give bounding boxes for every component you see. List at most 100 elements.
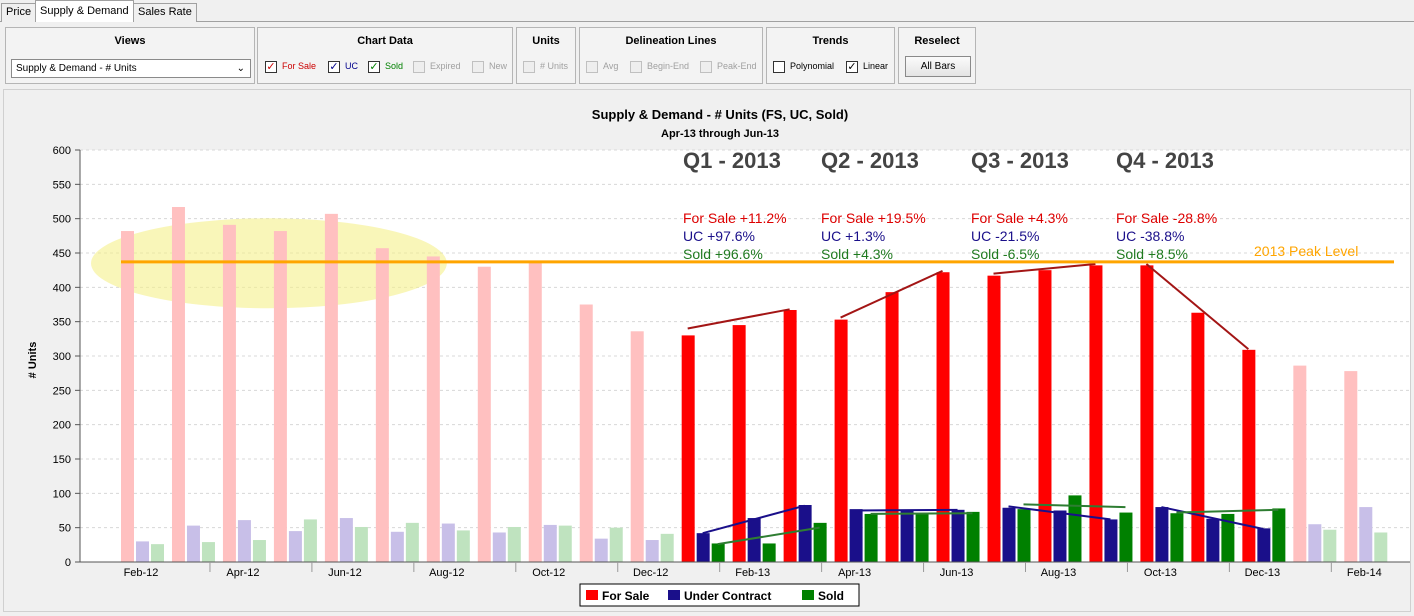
bar-under-contract[interactable] bbox=[441, 523, 455, 562]
bar-sold[interactable] bbox=[151, 544, 164, 562]
tab-sales-rate[interactable]: Sales Rate bbox=[133, 3, 197, 22]
bar-sold[interactable] bbox=[813, 522, 827, 562]
bar-under-contract[interactable] bbox=[543, 524, 557, 562]
bar-for-sale[interactable] bbox=[1344, 371, 1358, 562]
bar-under-contract[interactable] bbox=[645, 540, 659, 562]
bar-under-contract[interactable] bbox=[747, 518, 761, 562]
bar-for-sale[interactable] bbox=[936, 272, 950, 562]
bar-sold[interactable] bbox=[1119, 512, 1133, 562]
bar-for-sale[interactable] bbox=[477, 266, 491, 562]
bar-for-sale[interactable] bbox=[1038, 270, 1052, 562]
bar-under-contract[interactable] bbox=[186, 525, 200, 562]
bar-under-contract[interactable] bbox=[1257, 528, 1271, 562]
quarter-title: Q1 - 2013 bbox=[683, 148, 781, 173]
bar-sold[interactable] bbox=[1374, 532, 1388, 562]
checkbox-label: Expired bbox=[430, 61, 461, 71]
bar-sold[interactable] bbox=[762, 543, 776, 562]
bar-under-contract[interactable] bbox=[339, 518, 353, 562]
quarter-sold-change: Sold +8.5% bbox=[1116, 246, 1188, 262]
bar-for-sale[interactable] bbox=[630, 331, 644, 562]
bar-under-contract[interactable] bbox=[1155, 507, 1169, 562]
bar-for-sale[interactable] bbox=[834, 319, 848, 562]
trend-line bbox=[1176, 508, 1279, 514]
quarter-uc-change: UC -21.5% bbox=[971, 228, 1039, 244]
bar-under-contract[interactable] bbox=[136, 541, 149, 562]
chart-subtitle: Apr-13 through Jun-13 bbox=[661, 128, 779, 140]
checkbox-checked-icon[interactable]: ✓ bbox=[328, 60, 340, 73]
bar-for-sale[interactable] bbox=[375, 248, 389, 562]
bar-sold[interactable] bbox=[1068, 495, 1082, 562]
bar-under-contract[interactable] bbox=[237, 520, 251, 562]
checkbox-checked-icon[interactable]: ✓ bbox=[846, 60, 858, 73]
bar-sold[interactable] bbox=[1272, 508, 1286, 562]
bar-under-contract[interactable] bbox=[1104, 519, 1118, 562]
y-tick-label: 450 bbox=[53, 248, 71, 260]
bar-sold[interactable] bbox=[303, 519, 317, 562]
bar-for-sale[interactable] bbox=[1140, 265, 1154, 562]
bar-for-sale[interactable] bbox=[222, 224, 236, 562]
bar-under-contract[interactable] bbox=[390, 531, 404, 562]
checkbox-for-sale[interactable]: ✓ For Sale bbox=[265, 59, 316, 73]
checkbox-sold[interactable]: ✓ Sold bbox=[368, 59, 403, 73]
bar-sold[interactable] bbox=[354, 526, 368, 562]
bar-for-sale[interactable] bbox=[681, 335, 695, 562]
bar-under-contract[interactable] bbox=[798, 505, 812, 562]
all-bars-button[interactable]: All Bars bbox=[905, 56, 971, 77]
bar-for-sale[interactable] bbox=[1089, 265, 1103, 562]
checkbox-checked-icon[interactable]: ✓ bbox=[368, 60, 380, 73]
bar-sold[interactable] bbox=[711, 543, 725, 562]
x-tick-label: Oct-13 bbox=[1144, 567, 1177, 579]
bar-for-sale[interactable] bbox=[1191, 312, 1205, 562]
bar-under-contract[interactable] bbox=[492, 532, 506, 562]
bar-sold[interactable] bbox=[915, 513, 929, 562]
bar-sold[interactable] bbox=[1323, 529, 1337, 562]
bar-sold[interactable] bbox=[252, 540, 266, 562]
bar-sold[interactable] bbox=[558, 525, 572, 562]
bar-under-contract[interactable] bbox=[1206, 518, 1220, 562]
bar-for-sale[interactable] bbox=[528, 261, 542, 562]
checkbox-uc[interactable]: ✓ UC bbox=[328, 59, 358, 73]
bar-sold[interactable] bbox=[609, 527, 623, 562]
bar-under-contract[interactable] bbox=[594, 538, 608, 562]
bar-for-sale[interactable] bbox=[732, 325, 746, 562]
bar-sold[interactable] bbox=[1170, 513, 1184, 562]
checkbox-label: Linear bbox=[863, 61, 889, 71]
views-select[interactable]: Supply & Demand - # Units ⌄ bbox=[11, 59, 251, 78]
bar-for-sale[interactable] bbox=[885, 292, 899, 562]
checkbox-linear[interactable]: ✓ Linear bbox=[846, 59, 888, 73]
bar-under-contract[interactable] bbox=[951, 509, 965, 562]
checkbox-unchecked-icon[interactable] bbox=[773, 60, 785, 73]
bar-for-sale[interactable] bbox=[324, 213, 338, 563]
bar-for-sale[interactable] bbox=[579, 304, 593, 563]
bar-for-sale[interactable] bbox=[426, 256, 440, 562]
bar-for-sale[interactable] bbox=[987, 275, 1001, 562]
bar-sold[interactable] bbox=[201, 542, 215, 562]
bar-sold[interactable] bbox=[1221, 513, 1235, 562]
bar-under-contract[interactable] bbox=[1308, 524, 1322, 562]
bar-sold[interactable] bbox=[966, 511, 980, 562]
bar-under-contract[interactable] bbox=[1053, 510, 1067, 563]
bar-under-contract[interactable] bbox=[1002, 507, 1016, 562]
bar-for-sale[interactable] bbox=[1242, 349, 1256, 562]
bar-sold[interactable] bbox=[456, 530, 470, 562]
bar-under-contract[interactable] bbox=[1359, 507, 1373, 562]
bar-for-sale[interactable] bbox=[171, 206, 185, 562]
bar-sold[interactable] bbox=[405, 522, 419, 562]
bar-under-contract[interactable] bbox=[900, 510, 914, 563]
tab-supply-demand[interactable]: Supply & Demand bbox=[35, 0, 134, 22]
bar-sold[interactable] bbox=[864, 513, 878, 562]
checkbox-checked-icon[interactable]: ✓ bbox=[265, 60, 277, 73]
bar-under-contract[interactable] bbox=[288, 531, 302, 562]
y-tick-label: 500 bbox=[53, 214, 71, 226]
bar-for-sale[interactable] bbox=[121, 231, 134, 562]
bar-for-sale[interactable] bbox=[783, 309, 797, 562]
bar-sold[interactable] bbox=[1017, 509, 1031, 562]
bar-under-contract[interactable] bbox=[849, 509, 863, 562]
bar-sold[interactable] bbox=[660, 533, 674, 562]
checkbox-polynomial[interactable]: Polynomial bbox=[773, 59, 834, 73]
bar-for-sale[interactable] bbox=[1293, 365, 1307, 562]
bar-under-contract[interactable] bbox=[696, 533, 710, 562]
tab-price[interactable]: Price bbox=[1, 3, 37, 22]
bar-sold[interactable] bbox=[507, 526, 521, 562]
bar-for-sale[interactable] bbox=[273, 231, 287, 562]
